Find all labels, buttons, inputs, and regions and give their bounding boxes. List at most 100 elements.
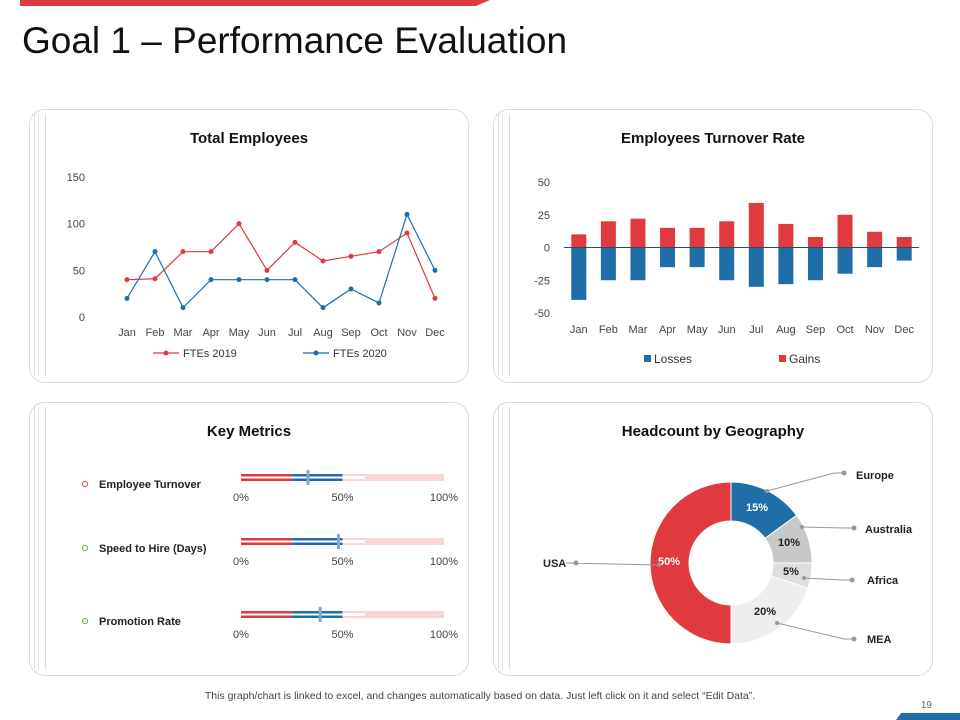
axis-tick-label: 0%	[233, 492, 249, 504]
axis-tick-label: 100%	[430, 492, 458, 504]
metric-bullet	[82, 545, 88, 551]
y-tick-label: -50	[534, 308, 550, 320]
axis-tick-label: 50%	[331, 556, 353, 568]
bar	[689, 247, 705, 268]
data-point	[320, 305, 326, 311]
slice-category-label: Europe	[856, 470, 894, 482]
metric-label: Employee Turnover	[99, 479, 202, 491]
bar	[630, 218, 646, 248]
bar	[630, 247, 646, 281]
data-point	[264, 267, 270, 273]
data-point	[376, 249, 382, 255]
bar	[719, 221, 735, 248]
data-point	[432, 267, 438, 273]
slice-category-label: Australia	[865, 524, 913, 536]
y-tick-label: 25	[538, 210, 550, 222]
data-point	[404, 230, 410, 236]
callout-dot	[573, 560, 579, 566]
bar	[571, 247, 587, 300]
callout-dot	[802, 576, 806, 580]
key-metrics-chart: Employee Turnover 0% 50% 100% Speed to Hire …	[82, 470, 458, 641]
bar	[748, 247, 764, 287]
legend-label: FTEs 2019	[183, 348, 237, 360]
metric-band-stripe	[241, 476, 292, 479]
axis-tick-label: 100%	[430, 556, 458, 568]
axis-tick-label: 100%	[430, 629, 458, 641]
legend-swatch	[779, 355, 786, 362]
bar	[719, 247, 735, 281]
callout-dot	[841, 470, 847, 476]
pie-slice	[649, 481, 732, 645]
metric-label: Promotion Rate	[99, 616, 181, 628]
data-point	[236, 277, 242, 283]
callout-line	[776, 622, 854, 640]
metric-band-stripe	[291, 613, 343, 616]
legend-label: FTEs 2020	[333, 348, 387, 360]
bar	[660, 227, 676, 248]
legend-label: Gains	[789, 352, 820, 366]
x-tick-label: Oct	[370, 327, 387, 339]
x-tick-label: Jul	[749, 324, 763, 336]
metric-band-stripe	[241, 540, 292, 543]
legend-swatch	[644, 355, 651, 362]
data-point	[320, 258, 326, 264]
bar	[837, 214, 853, 248]
x-tick-label: Feb	[599, 324, 618, 336]
callout-dot	[765, 489, 769, 493]
bar	[807, 237, 823, 248]
callout-line	[766, 472, 844, 492]
turnover-rate-chart: 50 25 0 -25 -50 Jan Feb Mar Apr May Jun Jul Aug Sep Oc…	[534, 177, 919, 366]
data-point	[432, 295, 438, 301]
slice-category-label: MEA	[867, 634, 892, 646]
panel-decoration	[498, 114, 510, 376]
callout-dot	[657, 563, 661, 567]
x-tick-label: Apr	[659, 324, 676, 336]
legend-marker	[313, 350, 319, 356]
x-tick-label: Sep	[806, 324, 826, 336]
footer-note: This graph/chart is linked to excel, and…	[204, 690, 756, 702]
legend-marker	[163, 350, 169, 356]
y-tick-label: 0	[544, 243, 550, 255]
bar	[600, 247, 616, 281]
page-title: Goal 1 – Performance Evaluation	[22, 20, 568, 61]
data-point	[348, 253, 354, 259]
bar	[896, 237, 912, 248]
y-tick-label: 50	[538, 177, 550, 189]
panel-decoration	[34, 114, 46, 376]
metric-bullet	[82, 618, 88, 624]
metric-marker	[306, 470, 310, 485]
data-point	[208, 249, 214, 255]
x-tick-label: Oct	[836, 324, 853, 336]
bar	[748, 202, 764, 248]
page-number: 19	[920, 700, 932, 711]
x-tick-label: Aug	[776, 324, 796, 336]
slice-value-label: 5%	[783, 566, 799, 578]
series-line	[126, 212, 436, 309]
series-line	[126, 222, 436, 299]
metric-band-stripe	[241, 613, 292, 616]
x-tick-label: Nov	[397, 327, 417, 339]
slice-value-label: 20%	[754, 606, 776, 618]
data-point	[180, 249, 186, 255]
data-point	[152, 276, 158, 282]
bar	[896, 247, 912, 261]
callout-line	[803, 577, 852, 581]
x-tick-label: Mar	[174, 327, 193, 339]
data-point	[180, 305, 186, 311]
x-tick-label: Jul	[288, 327, 302, 339]
data-point	[152, 249, 158, 255]
x-tick-label: Aug	[313, 327, 333, 339]
x-tick-label: Jan	[570, 324, 588, 336]
axis-tick-label: 50%	[331, 629, 353, 641]
x-tick-label: Dec	[425, 327, 445, 339]
bar	[778, 247, 794, 285]
metric-label: Speed to Hire (Days)	[99, 543, 207, 555]
headcount-geo-chart: 15% 10% 5% 20% 50% Europe Australia Africa MEA US…	[543, 470, 913, 646]
callout-dot	[851, 525, 857, 531]
data-point	[292, 239, 298, 245]
axis-tick-label: 0%	[233, 629, 249, 641]
x-tick-label: May	[229, 327, 250, 339]
bar	[807, 247, 823, 281]
metric-marker	[318, 607, 322, 622]
x-tick-label: Feb	[146, 327, 165, 339]
